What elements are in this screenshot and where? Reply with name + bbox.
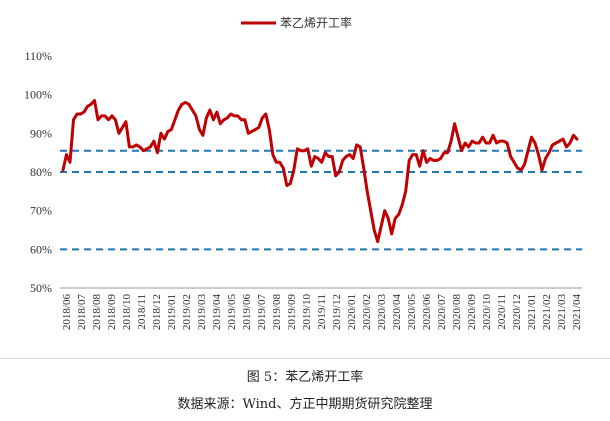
x-tick-label: 2018/06 [61,294,73,331]
line-chart: 苯乙烯开工率 50%60%70%80%90%100%110% 2018/06 20… [24,15,583,331]
x-tick-label: 2020/01 [346,294,358,330]
x-tick-label: 2018/12 [151,294,163,330]
x-tick-label: 2020/08 [451,294,463,331]
x-tick-label: 2021/03 [556,294,568,331]
x-tick-label: 2019/02 [181,294,193,330]
y-tick-label: 60% [30,242,52,256]
x-axis-ticks: 2018/06 2018/07 2018/08 2018/09 2018/10 2018/… [61,294,583,331]
x-tick-label: 2021/02 [541,294,553,330]
x-tick-label: 2019/03 [196,294,208,331]
x-tick-label: 2020/06 [421,294,433,331]
divider [0,358,610,359]
x-tick-label: 2020/03 [376,294,388,331]
figure-caption: 图 5：苯乙烯开工率 [246,370,364,385]
x-tick-label: 2019/07 [256,294,268,331]
x-tick-label: 2020/11 [496,294,508,330]
x-tick-label: 2020/07 [436,294,448,331]
x-tick-label: 2018/07 [76,294,88,331]
x-tick-label: 2020/05 [406,294,418,331]
x-tick-label: 2018/10 [121,294,133,331]
legend: 苯乙烯开工率 [241,15,352,30]
y-tick-label: 70% [30,204,52,218]
x-tick-label: 2019/06 [241,294,253,331]
reference-lines [60,149,582,251]
x-tick-label: 2018/11 [136,294,148,330]
series-line-styrene-operating-rate [61,99,579,244]
x-tick-label: 2019/04 [211,294,223,331]
y-tick-label: 100% [24,88,52,102]
x-tick-label: 2019/05 [226,294,238,331]
x-tick-label: 2019/01 [166,294,178,330]
x-tick-label: 2020/02 [361,294,373,330]
y-tick-label: 80% [30,165,52,179]
x-tick-label: 2019/09 [286,294,298,331]
source-note: 数据来源：Wind、方正中期期货研究院整理 [177,397,433,412]
x-tick-label: 2021/04 [571,294,583,331]
y-tick-label: 90% [30,126,52,140]
x-tick-label: 2020/10 [481,294,493,331]
legend-label: 苯乙烯开工率 [280,15,352,30]
x-tick-label: 2020/09 [466,294,478,331]
y-axis-ticks: 50% 60% 70% 80% 90% 100% 110% [24,49,52,295]
x-tick-label: 2020/12 [511,294,523,330]
x-tick-label: 2019/10 [301,294,313,331]
x-tick-label: 2018/09 [106,294,118,331]
y-tick-label: 50% [30,281,52,295]
x-tick-label: 2019/11 [316,294,328,330]
x-tick-label: 2019/12 [331,294,343,330]
y-tick-label: 110% [24,49,52,63]
x-tick-label: 2020/04 [391,294,403,331]
x-tick-label: 2018/08 [91,294,103,331]
x-tick-label: 2021/01 [526,294,538,330]
x-tick-label: 2019/08 [271,294,283,331]
